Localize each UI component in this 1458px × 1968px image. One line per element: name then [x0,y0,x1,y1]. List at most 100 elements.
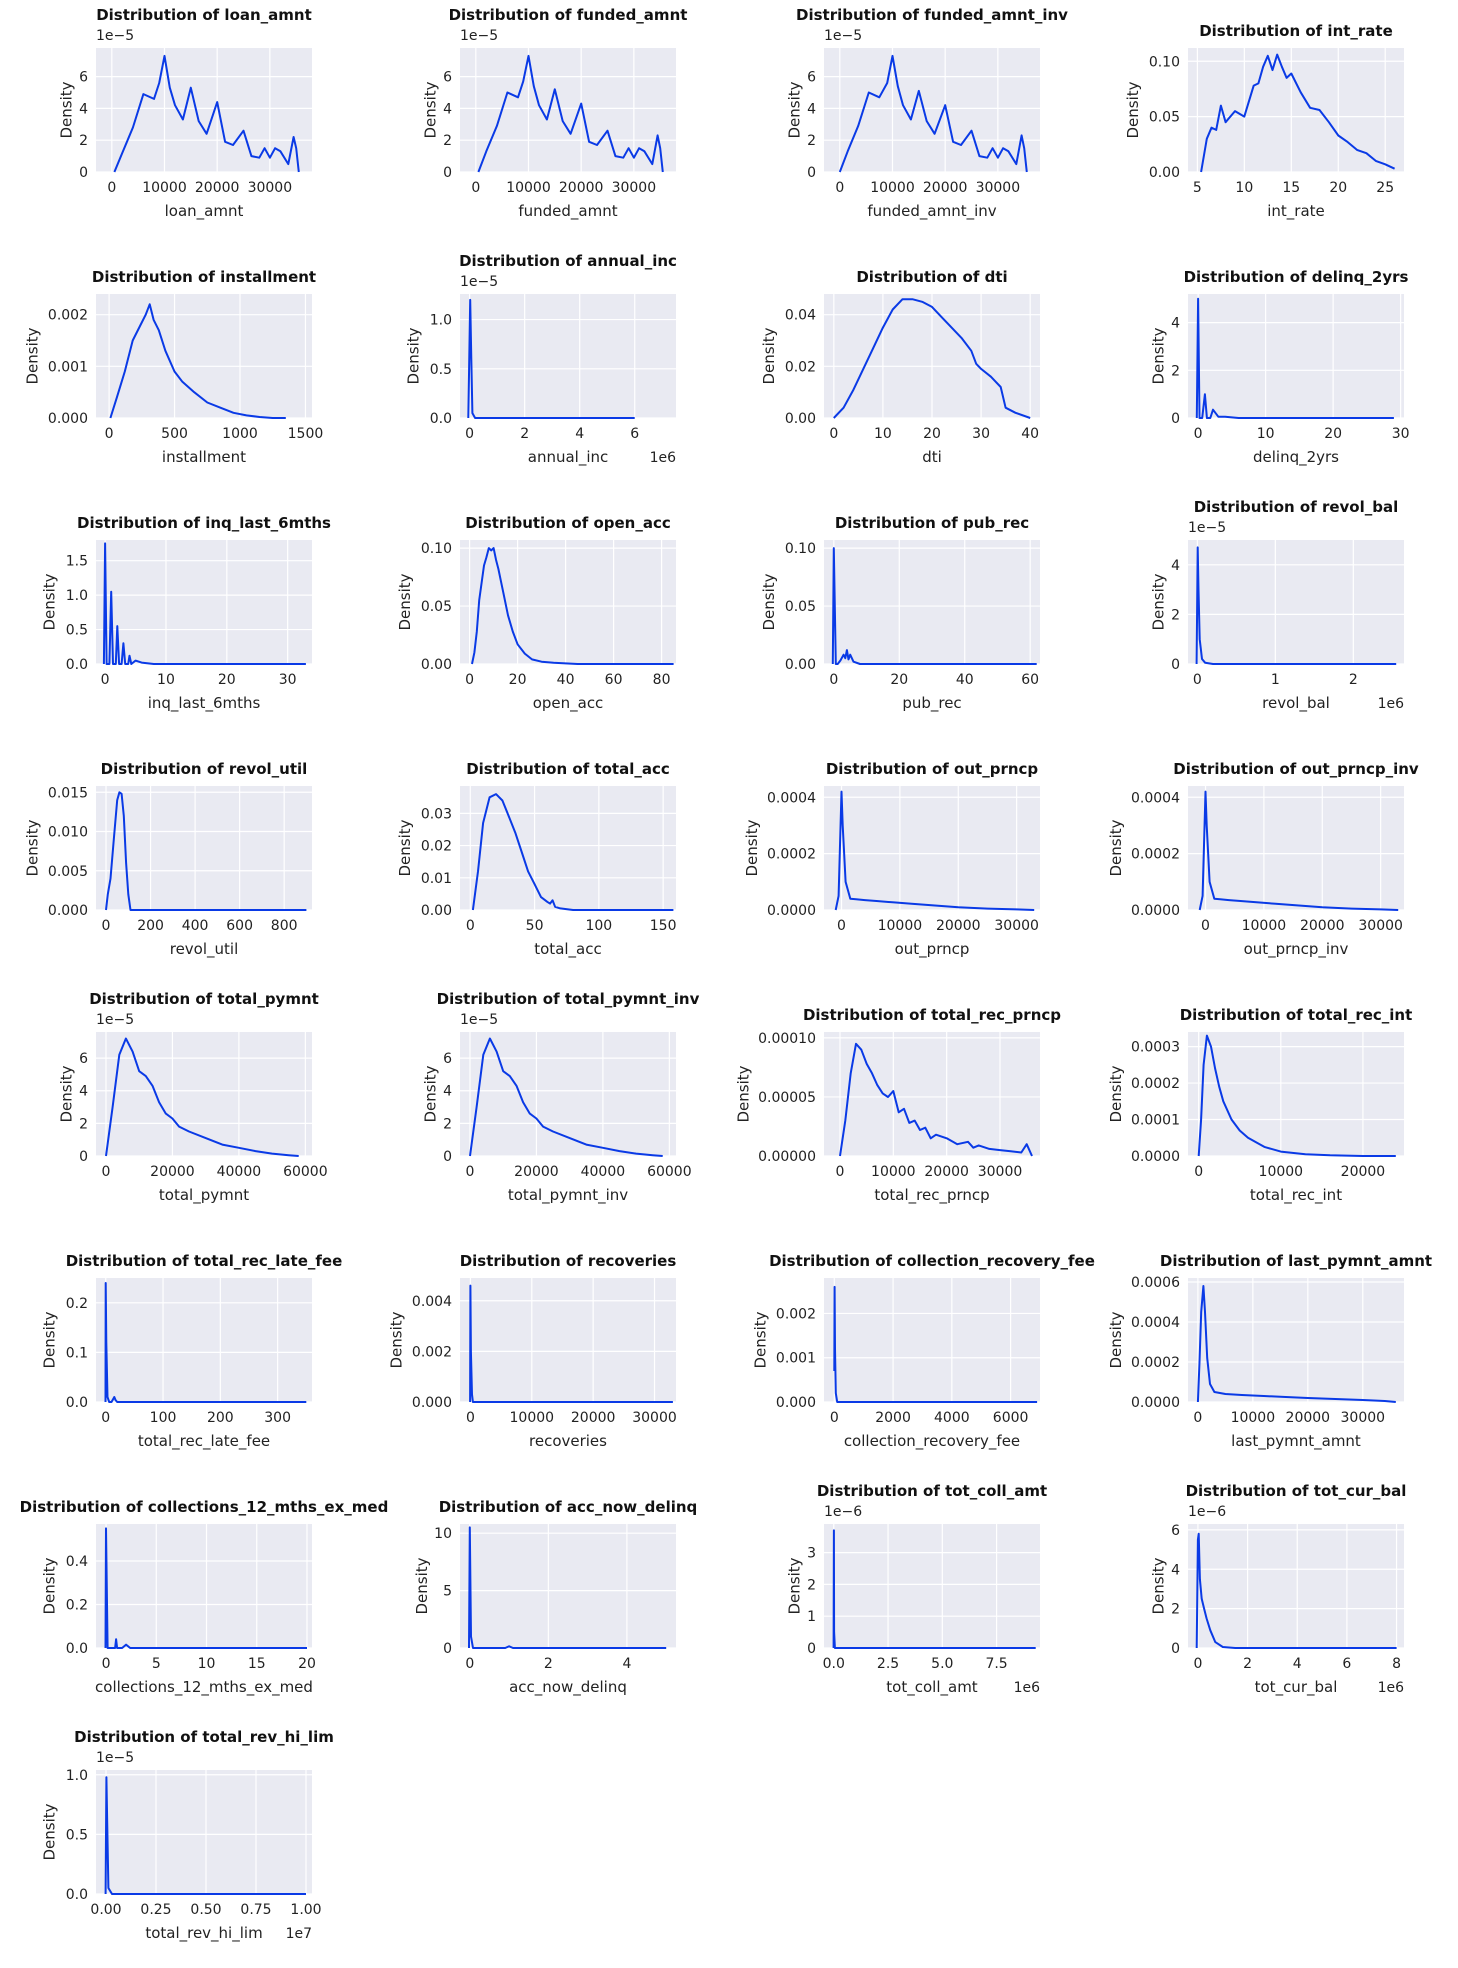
chart-title: Distribution of revol_util [101,760,308,778]
chart-panel: 0 2 4 6 0.0 0.5 1.0 Distribution of annual_inc 1… [364,246,728,492]
y-tick-label: 0.1 [66,1345,88,1361]
x-tick-label: 0.25 [140,1902,171,1918]
chart-title: Distribution of pub_rec [835,514,1029,532]
y-tick-label: 0 [443,165,452,181]
y-tick-label: 0.004 [412,1294,452,1310]
density-line [838,54,1028,173]
x-offset-label: 1e6 [1378,1680,1405,1696]
y-tick-label: 0.0004 [1131,1315,1180,1331]
x-tick-label: 30000 [612,180,657,196]
x-tick-label: 30000 [632,1410,677,1426]
chart-panel: 0 10 20 30 0.0 0.5 1.0 1.5 Distribution of inq_l… [0,492,364,738]
density-line [104,1527,307,1649]
x-tick-label: 0 [1193,1410,1202,1426]
x-tick-label: 30000 [976,180,1021,196]
x-tick-label: 0 [102,918,111,934]
chart-panel: 0 2000 4000 6000 0.000 0.001 0.002 Distribution… [728,1230,1095,1476]
density-chart: 0 10000 20000 30000 0.0000 0.0002 0.0004 Distri… [1107,760,1419,959]
x-tick-label: 800 [271,918,298,934]
y-offset-label: 1e−5 [96,28,134,44]
y-tick-label: 2 [1171,363,1180,379]
density-line [102,542,306,665]
density-line [832,1529,1036,1649]
chart-panel: 0 5 10 15 20 0.0 0.2 0.4 Distribution of collect… [0,1476,389,1722]
chart-panel: 0 10000 20000 0.0000 0.0001 0.0002 0.0003 Distr… [1092,984,1456,1230]
y-tick-label: 0 [1171,411,1180,427]
y-tick-label: 0.00000 [758,1149,816,1165]
density-chart: 0 200 400 600 800 0.000 0.005 0.010 0.015 Distrib… [24,760,312,959]
y-tick-label: 0.03 [421,806,452,822]
y-tick-label: 0.0 [66,1641,88,1657]
x-tick-label: 30000 [1358,918,1403,934]
x-tick-label: 20 [1329,180,1347,196]
density-chart: 5 10 15 20 25 0.00 0.05 0.10 Distribution of int… [1124,22,1404,221]
x-tick-label: 0 [465,1656,474,1672]
x-axis-label: total_rec_late_fee [138,1432,270,1451]
chart-title: Distribution of funded_amnt_inv [796,6,1068,24]
y-tick-label: 1.5 [66,554,88,570]
x-tick-label: 20000 [1286,1410,1331,1426]
x-tick-label: 4 [622,1656,631,1672]
y-tick-label: 4 [443,1084,452,1100]
x-tick-label: 40 [557,672,575,688]
y-offset-label: 1e−5 [1188,520,1226,536]
density-line [467,298,635,419]
x-tick-label: 10 [157,672,175,688]
chart-title: Distribution of delinq_2yrs [1184,268,1409,286]
density-chart: 0 2000 4000 6000 0.000 0.001 0.002 Distribution… [752,1252,1095,1451]
y-tick-label: 0.00 [785,411,816,427]
y-tick-label: 0.005 [48,864,88,880]
chart-panel: 0 50 100 150 0.00 0.01 0.02 0.03 Distribution of… [364,738,728,984]
density-line [469,1037,663,1157]
x-axis-label: total_pymnt [159,1186,249,1205]
y-axis-label: Density [422,81,440,138]
x-tick-label: 30000 [1341,1410,1386,1426]
chart-title: Distribution of total_rec_late_fee [66,1252,343,1270]
chart-title: Distribution of open_acc [465,514,671,532]
density-line [104,1776,306,1895]
chart-panel: 0 10000 20000 30000 0.0000 0.0002 0.0004 0.0006… [1092,1230,1456,1476]
x-tick-label: 20000 [150,1164,195,1180]
plot-area [460,540,676,664]
y-axis-label: Density [405,327,423,384]
chart-title: Distribution of out_prncp_inv [1173,760,1419,778]
chart-title: Distribution of annual_inc [459,252,677,270]
chart-panel: 0 100 200 300 0.0 0.1 0.2 Distribution of total… [0,1230,364,1476]
y-tick-label: 0 [1171,657,1180,673]
y-tick-label: 0.0006 [1131,1275,1180,1291]
x-tick-label: 0 [1201,918,1210,934]
y-offset-label: 1e−6 [1188,1504,1226,1520]
plot-area [824,1032,1040,1156]
density-line [471,793,674,911]
x-axis-label: total_acc [534,940,602,959]
x-tick-label: 40 [956,672,974,688]
y-tick-label: 6 [443,70,452,86]
y-axis-label: Density [735,1065,753,1122]
x-tick-label: 30000 [994,918,1039,934]
y-axis-label: Density [760,573,778,630]
chart-title: Distribution of total_pymnt_inv [437,990,700,1008]
y-tick-label: 0.0 [66,1887,88,1903]
y-tick-label: 0.10 [421,541,452,557]
y-offset-label: 1e−6 [824,1504,862,1520]
y-tick-label: 0.0 [66,1395,88,1411]
x-tick-label: 10000 [506,180,551,196]
x-offset-label: 1e6 [1014,1680,1041,1696]
chart-title: Distribution of recoveries [460,1252,677,1270]
chart-panel: 0 10000 20000 30000 0.00000 0.00005 0.00010 Dis… [728,984,1092,1230]
y-tick-label: 0.0004 [1131,790,1180,806]
x-tick-label: 10 [1257,426,1275,442]
x-tick-label: 8 [1392,1656,1401,1672]
y-axis-label: Density [24,819,42,876]
chart-panel: 0 20000 40000 60000 0 2 4 6 Distribution of tota… [0,984,364,1230]
plot-area [1188,540,1404,664]
y-tick-label: 5 [443,1584,452,1600]
y-axis-label: Density [1150,1557,1168,1614]
density-chart: 0 10 20 30 0.0 0.5 1.0 1.5 Distribution of inq_l… [41,514,332,713]
y-tick-label: 2 [807,133,816,149]
plot-area [96,1524,312,1648]
y-axis-label: Density [752,1311,770,1368]
density-chart: 0 2 4 0 5 10 Distribution of acc_now_delinqacc… [413,1498,697,1697]
plot-area [96,48,312,172]
density-chart: 0 10000 20000 30000 0 2 4 6 Distribution of fund… [422,6,688,221]
